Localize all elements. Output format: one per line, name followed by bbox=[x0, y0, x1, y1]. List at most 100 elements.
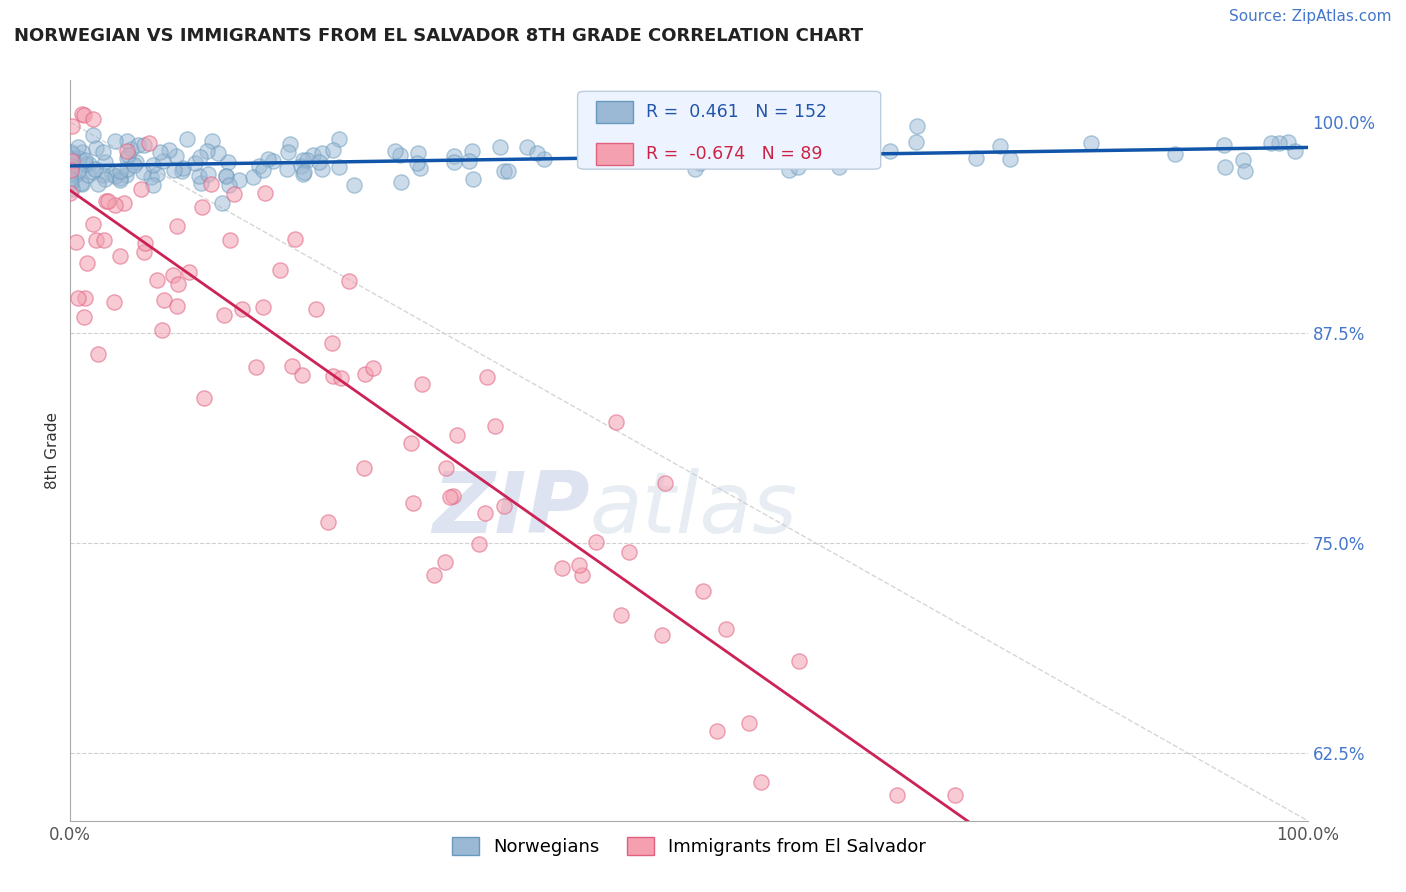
Point bbox=[145, 167, 167, 181]
Point bbox=[200, 177, 222, 191]
Point bbox=[195, 145, 218, 159]
Point bbox=[62, 153, 84, 167]
Point bbox=[134, 138, 156, 153]
Point bbox=[353, 368, 375, 382]
Point bbox=[79, 157, 101, 171]
Point bbox=[828, 160, 851, 174]
Point bbox=[146, 273, 169, 287]
Point bbox=[905, 135, 928, 149]
Point bbox=[72, 145, 94, 160]
Point bbox=[276, 162, 298, 177]
Point bbox=[84, 141, 107, 155]
Point bbox=[1213, 138, 1236, 153]
Point bbox=[70, 176, 93, 190]
Point bbox=[91, 168, 114, 182]
Point bbox=[218, 178, 240, 193]
Point bbox=[716, 136, 738, 151]
Point bbox=[1215, 161, 1237, 175]
Point bbox=[73, 108, 96, 122]
Point bbox=[167, 277, 190, 291]
Point bbox=[127, 137, 149, 152]
Text: R =  -0.674   N = 89: R = -0.674 N = 89 bbox=[645, 145, 823, 163]
Point bbox=[690, 153, 713, 168]
FancyBboxPatch shape bbox=[578, 91, 880, 169]
Point bbox=[187, 169, 209, 183]
Point bbox=[193, 391, 215, 405]
Point bbox=[117, 148, 139, 162]
Point bbox=[988, 139, 1011, 153]
Point bbox=[75, 157, 97, 171]
Point bbox=[716, 622, 738, 636]
Point bbox=[197, 167, 219, 181]
Point bbox=[60, 156, 83, 170]
Point bbox=[806, 151, 828, 165]
Point bbox=[67, 151, 90, 165]
Point bbox=[157, 143, 180, 157]
Point bbox=[67, 164, 90, 178]
FancyBboxPatch shape bbox=[596, 101, 633, 123]
Point bbox=[526, 146, 548, 161]
Point bbox=[87, 177, 110, 191]
Point bbox=[457, 153, 479, 168]
Point bbox=[489, 140, 512, 154]
Point bbox=[384, 145, 406, 159]
Point bbox=[172, 161, 194, 176]
Point bbox=[328, 132, 350, 146]
Point bbox=[65, 235, 87, 249]
Point bbox=[311, 145, 333, 160]
Point bbox=[683, 161, 706, 176]
Point bbox=[322, 144, 344, 158]
Point bbox=[1260, 136, 1282, 151]
Point bbox=[1164, 147, 1187, 161]
Point bbox=[72, 177, 94, 191]
Point bbox=[492, 499, 515, 513]
Point bbox=[787, 654, 810, 668]
Point bbox=[59, 145, 82, 159]
Point bbox=[614, 142, 637, 156]
Point bbox=[831, 153, 853, 168]
Point bbox=[616, 122, 638, 136]
Point bbox=[184, 156, 207, 170]
Point bbox=[190, 176, 212, 190]
Point bbox=[117, 151, 139, 165]
Point bbox=[329, 370, 352, 384]
Point bbox=[67, 140, 90, 154]
Point bbox=[787, 149, 810, 163]
Point bbox=[879, 144, 901, 158]
Point bbox=[104, 198, 127, 212]
Point bbox=[281, 359, 304, 374]
Point bbox=[165, 149, 187, 163]
Point bbox=[76, 256, 98, 270]
Point bbox=[461, 145, 484, 159]
Point bbox=[60, 119, 83, 133]
Point bbox=[215, 169, 238, 183]
Point bbox=[692, 584, 714, 599]
Point bbox=[166, 219, 188, 233]
Point bbox=[82, 217, 104, 231]
Point bbox=[94, 172, 117, 186]
Point bbox=[678, 150, 700, 164]
Point bbox=[568, 558, 591, 572]
Point bbox=[112, 196, 135, 211]
Point bbox=[492, 164, 515, 178]
Point bbox=[434, 461, 457, 475]
Point bbox=[783, 148, 806, 162]
Point bbox=[231, 301, 253, 316]
Point bbox=[886, 789, 908, 803]
Point bbox=[103, 294, 125, 309]
Point bbox=[142, 158, 165, 172]
Legend: Norwegians, Immigrants from El Salvador: Norwegians, Immigrants from El Salvador bbox=[444, 830, 934, 863]
Point bbox=[484, 419, 506, 434]
Point bbox=[689, 156, 711, 170]
Point bbox=[422, 568, 444, 582]
Point bbox=[201, 134, 224, 148]
Point bbox=[399, 436, 422, 450]
Point bbox=[245, 360, 267, 375]
Point bbox=[304, 301, 326, 316]
Point bbox=[637, 148, 659, 162]
Point bbox=[443, 154, 465, 169]
Point bbox=[353, 461, 375, 475]
Point bbox=[292, 167, 315, 181]
Point bbox=[138, 136, 160, 151]
Point bbox=[122, 158, 145, 172]
